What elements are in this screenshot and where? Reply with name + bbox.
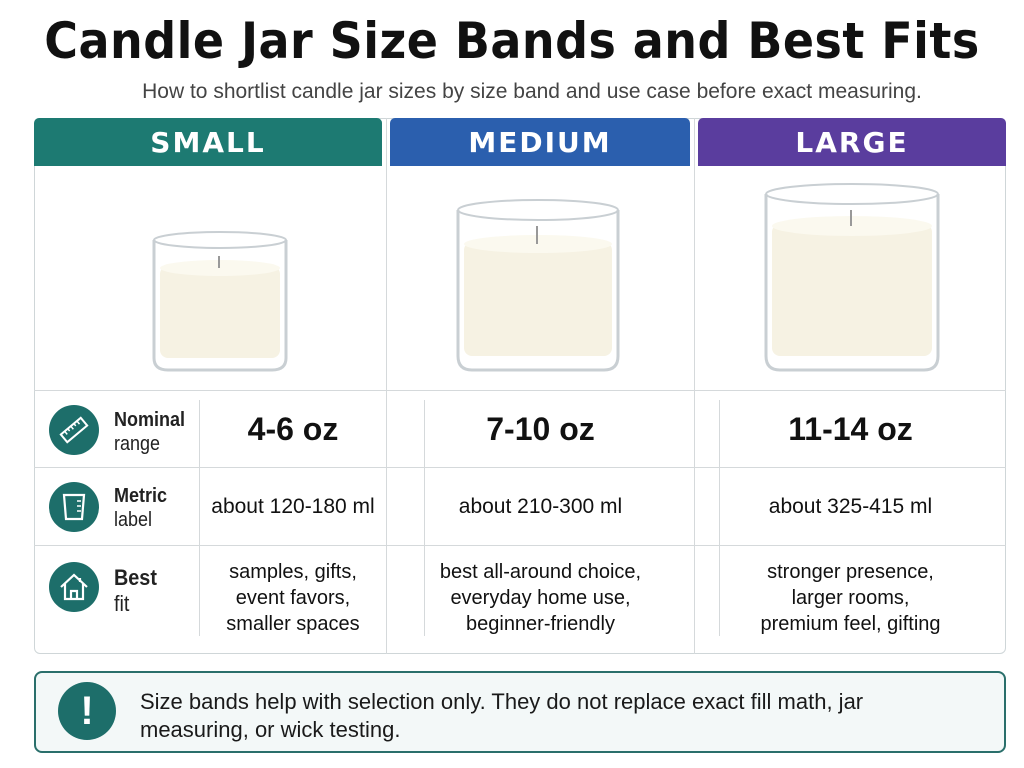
large-candle-jar-image <box>764 183 940 372</box>
row-label-nominal: Nominal range <box>114 408 185 456</box>
divider <box>386 118 387 654</box>
note-box <box>34 671 1006 753</box>
fit-line: beginner-friendly <box>466 613 615 635</box>
house-icon <box>49 562 99 612</box>
header-small: SMALL <box>34 118 382 166</box>
nominal-medium: 7-10 oz <box>486 410 595 447</box>
header-large: LARGE <box>698 118 1006 166</box>
divider <box>694 118 695 654</box>
small-candle-jar-image <box>152 231 288 372</box>
medium-candle-jar-image <box>456 199 620 372</box>
metric-medium: about 210-300 ml <box>458 494 623 518</box>
divider <box>34 545 1006 546</box>
row-label-metric: Metric label <box>114 484 167 532</box>
fit-line: larger rooms, <box>791 587 910 609</box>
nominal-small: 4-6 oz <box>247 410 339 447</box>
measuring-cup-icon <box>49 482 99 532</box>
fit-line: everyday home use, <box>450 587 631 609</box>
row-label-line: Metric <box>114 485 168 507</box>
row-label-fit: Best fit <box>114 565 157 617</box>
row-label-line: fit <box>114 591 130 616</box>
row-label-line: Best <box>114 565 157 590</box>
fit-line: smaller spaces <box>226 613 360 635</box>
fit-line: samples, gifts, <box>229 561 357 583</box>
fit-line: best all-around choice, <box>439 561 642 583</box>
divider <box>424 400 425 636</box>
ruler-icon <box>49 405 99 455</box>
exclamation-icon: ! <box>58 682 116 740</box>
fit-small: samples, gifts, event favors, smaller spac… <box>200 556 386 640</box>
fit-line: premium feel, gifting <box>760 613 941 635</box>
fit-line: stronger presence, <box>767 561 934 583</box>
page-title: Candle Jar Size Bands and Best Fits <box>44 12 980 70</box>
fit-large: stronger presence, larger rooms, premium f… <box>695 556 1006 640</box>
page-subtitle: How to shortlist candle jar sizes by siz… <box>142 80 922 103</box>
metric-large: about 325-415 ml <box>768 494 933 518</box>
nominal-large: 11-14 oz <box>788 410 913 447</box>
divider <box>199 400 200 636</box>
divider <box>34 390 1006 391</box>
size-table <box>34 118 1006 654</box>
header-medium: MEDIUM <box>390 118 690 166</box>
row-label-line: label <box>114 509 153 531</box>
fit-line: event favors, <box>235 587 351 609</box>
row-label-line: range <box>114 433 161 455</box>
row-label-line: Nominal <box>114 409 186 431</box>
metric-small: about 120-180 ml <box>211 494 375 518</box>
divider <box>34 467 1006 468</box>
note-text: Size bands help with selection only. The… <box>140 689 864 742</box>
divider <box>719 400 720 636</box>
fit-medium: best all-around choice, everyday home use… <box>387 556 694 640</box>
